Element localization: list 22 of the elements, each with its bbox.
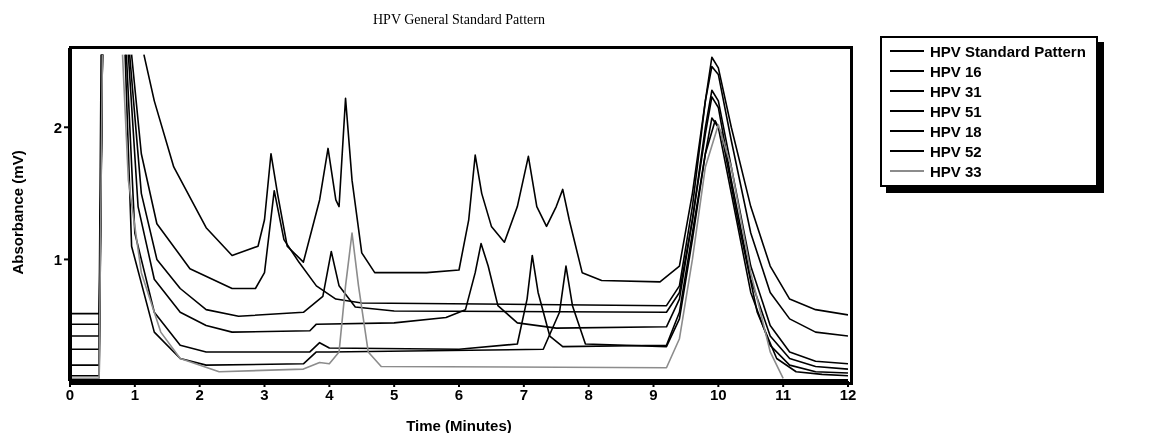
x-tick-label: 5 <box>389 385 399 403</box>
x-tick-label: 11 <box>775 385 792 403</box>
y-axis-title: Absorbance (mV) <box>9 150 27 275</box>
x-tick-label: 3 <box>260 385 269 403</box>
x-tick-label: 0 <box>65 385 75 403</box>
legend-label: HPV 16 <box>930 62 982 80</box>
legend-label: HPV 31 <box>930 82 982 100</box>
chart-title: HPV General Standard Pattern <box>372 12 546 28</box>
x-tick-label: 4 <box>325 385 335 403</box>
x-tick-label: 9 <box>649 385 658 403</box>
legend-label: HPV 18 <box>930 122 982 140</box>
x-tick-label: 10 <box>709 385 727 403</box>
legend-label: HPV 33 <box>930 162 982 180</box>
legend-label: HPV 52 <box>930 142 982 160</box>
legend-label: HPV Standard Pattern <box>930 42 1086 60</box>
x-tick-label: 6 <box>454 385 464 403</box>
x-tick-label: 8 <box>584 385 593 403</box>
x-tick-label: 7 <box>519 385 529 403</box>
x-tick-label: 2 <box>195 385 204 403</box>
legend-label: HPV 51 <box>930 102 982 120</box>
x-tick-label: 12 <box>839 385 857 403</box>
x-tick-label: 1 <box>130 385 140 403</box>
